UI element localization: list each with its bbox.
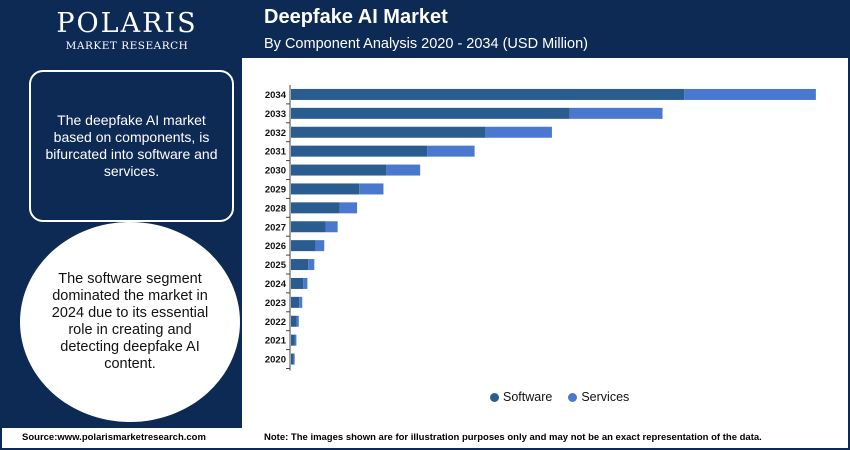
tick-label-2023: 2023 [265,298,286,309]
chart-title: Deepfake AI Market [264,6,448,28]
disclaimer-note: Note: The images shown are for illustrat… [264,432,762,443]
tick-label-2032: 2032 [265,128,286,139]
bar-software-2030 [291,164,387,176]
tick-label-2020: 2020 [265,355,286,366]
bar-services-2023 [299,296,303,308]
tick-label-2026: 2026 [265,241,286,252]
logo-tagline: MARKET RESEARCH [65,40,189,52]
bar-services-2028 [339,202,358,214]
info-box: The deepfake AI market based on componen… [29,70,234,222]
header-band [242,2,848,58]
chart-subtitle: By Component Analysis 2020 - 2034 (USD M… [264,36,588,52]
bar-services-2034 [684,88,816,100]
bar-software-2025 [291,259,309,271]
tick-label-2030: 2030 [265,166,286,177]
tick-label-2034: 2034 [265,90,287,101]
bar-software-2029 [291,183,360,195]
bar-services-2031 [427,145,475,157]
chart-legend: Software Services [490,390,645,404]
bar-software-2033 [291,107,570,119]
tick-label-2033: 2033 [265,109,286,120]
bar-services-2020 [293,353,295,365]
bar-chart: 2034 2033 2032 2031 2030 2029 2028 2027 2026 2025… [250,80,840,380]
info-circle-text: The software segment dominated the marke… [51,271,209,372]
source-text: Source:www.polarismarketresearch.com [22,432,206,443]
bar-software-2021 [291,334,295,346]
bar-software-2020 [291,353,294,365]
bar-software-2032 [291,126,486,138]
tick-label-2024: 2024 [265,279,287,290]
bar-services-2021 [294,334,297,346]
legend-label-software: Software [503,390,553,404]
bar-services-2032 [485,126,552,138]
bar-software-2022 [291,315,297,327]
tick-label-2025: 2025 [265,260,287,271]
legend-dot-software-icon [490,392,499,402]
info-circle: The software segment dominated the marke… [20,222,240,422]
bar-software-2031 [291,145,428,157]
bar-services-2030 [386,164,421,176]
bar-services-2022 [296,315,299,327]
tick-label-2031: 2031 [265,147,287,158]
tick-label-2029: 2029 [265,184,286,195]
logo-wordmark: POLARIS [56,8,198,39]
bar-software-2034 [291,88,685,100]
bar-software-2028 [291,202,340,214]
polaris-logo: POLARIS MARKET RESEARCH [42,8,212,54]
bar-services-2029 [359,183,384,195]
tick-label-2027: 2027 [265,222,286,233]
bar-software-2027 [291,221,326,233]
tick-label-2022: 2022 [265,317,286,328]
tick-label-2028: 2028 [265,203,286,214]
bar-services-2026 [315,240,325,252]
legend-item-software: Software [490,390,552,404]
bar-services-2033 [569,107,663,119]
bar-services-2025 [308,259,315,271]
legend-label-services: Services [581,390,630,404]
bar-software-2024 [291,277,304,289]
bar-services-2027 [325,221,338,233]
footer: Source:www.polarismarketresearch.com Not… [2,428,848,448]
bar-software-2023 [291,296,300,308]
chart-svg: 2034 2033 2032 2031 2030 2029 2028 2027 2026 2025… [265,85,816,371]
info-box-text: The deepfake AI market based on componen… [45,112,218,179]
bar-software-2026 [291,240,316,252]
legend-item-services: Services [568,390,629,404]
bar-services-2024 [303,277,308,289]
tick-label-2021: 2021 [265,336,287,347]
legend-dot-services-icon [568,392,578,402]
